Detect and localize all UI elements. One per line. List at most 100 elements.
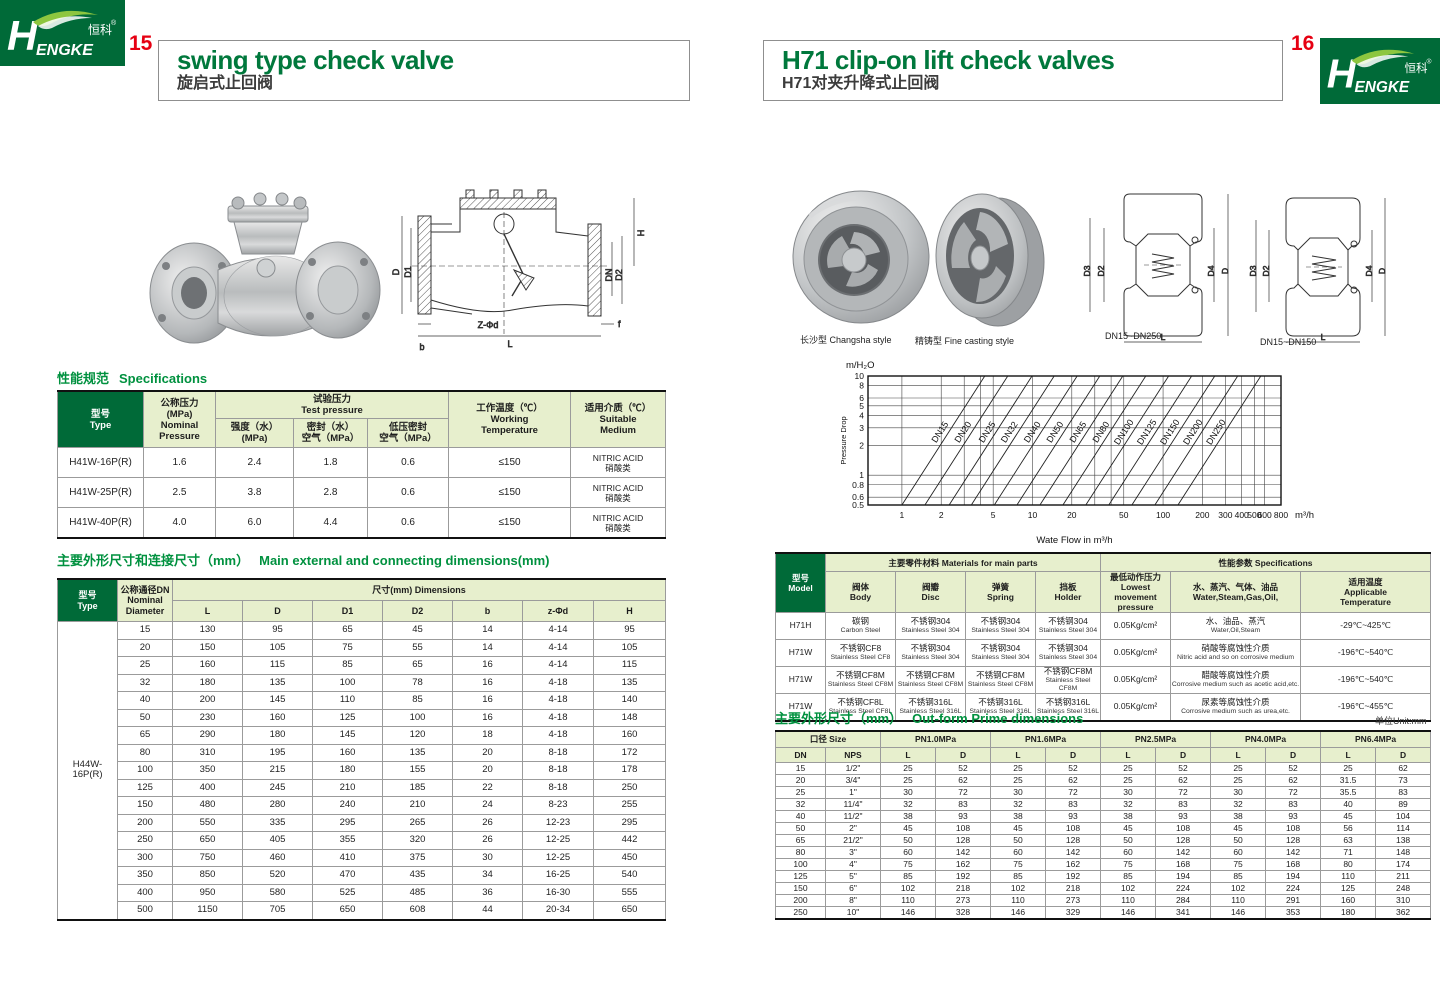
specs-section-title: 性能规范 Specifications — [57, 368, 207, 387]
cell: 0.05Kg/cm² — [1100, 666, 1172, 694]
swing-check-valve-photo — [148, 178, 383, 357]
cell: 3/4" — [825, 774, 881, 787]
dims-title-en: Main external and connecting dimensions(… — [259, 553, 550, 568]
cell: 750 — [172, 848, 243, 867]
cell: 24 — [452, 796, 523, 815]
cell: 56 — [1320, 822, 1377, 835]
cell: 30 — [880, 786, 936, 799]
brand-logo-right: H ENGKE 恒科 ® — [1320, 38, 1440, 104]
cell: 195 — [242, 743, 313, 762]
col-header-type: 型号 Type — [57, 390, 144, 448]
cell: 142 — [934, 846, 992, 859]
cell: 138 — [1375, 834, 1432, 847]
cell: 115 — [592, 656, 667, 675]
caption-dn15-dn250: DN15~DN250 — [1105, 331, 1162, 341]
cell: 142 — [1045, 846, 1102, 859]
cell: 135 — [242, 673, 313, 692]
cell: 1.6 — [143, 447, 216, 478]
chart-label: 3 — [859, 423, 864, 433]
cell: 72 — [1045, 786, 1102, 799]
cell: 83 — [1155, 798, 1212, 811]
chart-label: 0.5 — [852, 500, 864, 510]
cell: 400 — [172, 778, 243, 797]
cell: NITRIC ACID 硝酸类 — [570, 477, 667, 508]
cell: 醋酸等腐蚀性介质 Corrosive medium such as acetic … — [1170, 666, 1302, 694]
cell: 310 — [1375, 894, 1432, 907]
cell: 10" — [825, 906, 881, 920]
cell: 85 — [382, 691, 453, 710]
pressure-drop-flow-chart: DN15 DN20 DN25 DN32 DN40 DN50 DN65 DN80 DN100 DN1… — [839, 360, 1314, 546]
col-header-specs-group: 性能参数 Specifications — [1100, 552, 1432, 572]
chart-label: 5 — [859, 401, 864, 411]
cell: 350 — [172, 761, 243, 780]
cell: 45 — [1100, 822, 1157, 835]
cell: 555 — [592, 883, 667, 902]
cell: 25 — [117, 656, 173, 675]
chart-shape — [901, 375, 986, 506]
cell: 194 — [1155, 870, 1212, 883]
chart-label: 2 — [939, 510, 944, 520]
cell: 32 — [1100, 798, 1157, 811]
cell: 60 — [990, 846, 1047, 859]
cell: 2" — [825, 822, 881, 835]
cell: 442 — [592, 831, 667, 850]
cell: 93 — [934, 810, 992, 823]
cell: 200 — [172, 691, 243, 710]
cell: 80 — [775, 846, 826, 859]
cell: 105 — [592, 638, 667, 657]
cell: 178 — [592, 761, 667, 780]
chart-label: 100 — [1156, 510, 1170, 520]
cell: 100 — [117, 761, 173, 780]
cell: 65 — [117, 726, 173, 745]
chart-shape — [1177, 375, 1262, 506]
cell: 不锈钢316L Stainless Steel 316L — [1034, 693, 1102, 722]
caption-fine-casting-style: 精铸型 Fine casting style — [915, 336, 1015, 346]
dimensions-table: 型号 Type 公称通径DN Nominal Diameter 尺寸(mm) D… — [57, 578, 667, 921]
cell: 75 — [1100, 858, 1157, 871]
cell: 62 — [1265, 774, 1322, 787]
svg-text:L: L — [507, 339, 512, 349]
cell: 110 — [312, 691, 383, 710]
cell: H41W-40P(R) — [57, 507, 144, 539]
page-number-left: 15 — [129, 32, 153, 55]
cell: 35.5 — [1320, 786, 1377, 799]
cell: 0.05Kg/cm² — [1100, 612, 1172, 640]
svg-text:ENGKE: ENGKE — [1355, 79, 1410, 96]
chart-shape — [1085, 375, 1170, 506]
cell: 34 — [452, 866, 523, 885]
cell: 20 — [775, 774, 826, 787]
cell: 2.5 — [143, 477, 216, 508]
col-header-seal: 密封（水） 空气（MPa） — [293, 418, 368, 448]
cell: 362 — [1375, 906, 1432, 920]
cell: 650 — [592, 901, 667, 920]
col-header: NPS — [825, 747, 881, 763]
chart-label: DN50 — [1044, 420, 1065, 445]
cell: 12-25 — [522, 848, 594, 867]
svg-text:D: D — [392, 268, 401, 275]
col-header: PN1.6MPa — [990, 730, 1102, 748]
cell: 38 — [1210, 810, 1267, 823]
chart-label: m/H₂O — [846, 360, 875, 371]
cell: 95 — [242, 621, 313, 640]
svg-text:DN: DN — [604, 269, 614, 282]
col-header-type: 型号 Type — [57, 578, 118, 622]
cell: 145 — [242, 691, 313, 710]
caption-changsha-style: 长沙型 Changsha style — [800, 335, 892, 345]
chart-label: 8 — [859, 381, 864, 391]
cell: 40 — [117, 691, 173, 710]
cell: 410 — [312, 848, 383, 867]
cell: 85 — [880, 870, 936, 883]
cell: 224 — [1265, 882, 1322, 895]
col-header: L — [1210, 747, 1267, 763]
cell: 375 — [382, 848, 453, 867]
cell: 8-18 — [522, 743, 594, 762]
cell: 4.0 — [143, 507, 216, 539]
cell: 62 — [1045, 774, 1102, 787]
cell: 11/4" — [825, 798, 881, 811]
cell: H71W — [775, 693, 826, 722]
cell: 115 — [242, 656, 313, 675]
cell: 280 — [242, 796, 313, 815]
cell: 不锈钢CF8L Stainless Steel CF8L — [825, 693, 896, 722]
cell: 192 — [1045, 870, 1102, 883]
cell: 168 — [1155, 858, 1212, 871]
